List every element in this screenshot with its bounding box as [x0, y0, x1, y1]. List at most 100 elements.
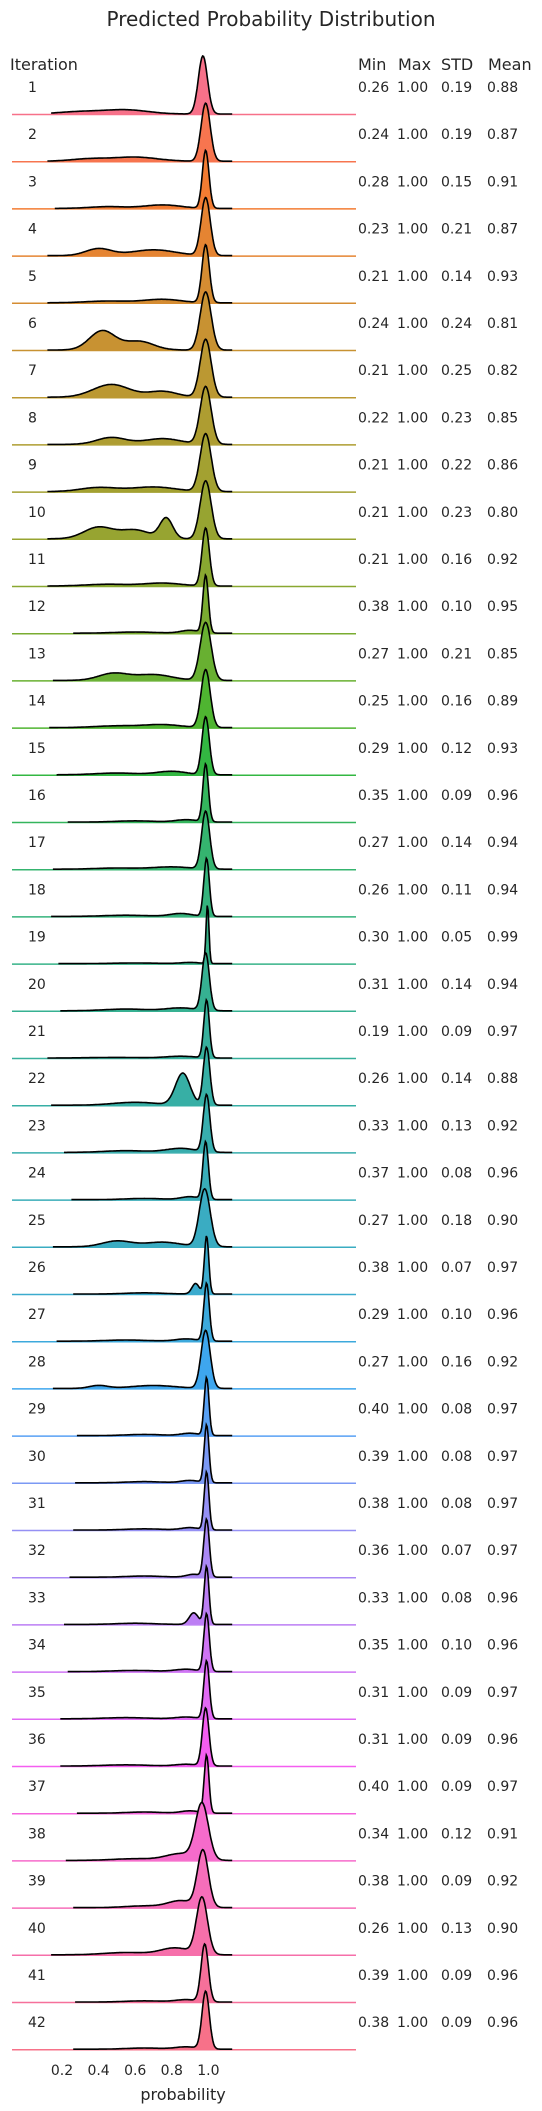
stat-std: 0.21 [441, 222, 472, 238]
stat-min: 0.24 [358, 316, 389, 332]
stat-max: 1.00 [397, 458, 428, 474]
stat-min: 0.31 [358, 977, 389, 993]
ridge-fill [51, 1047, 233, 1106]
iteration-label: 23 [28, 1118, 46, 1134]
ridge-outline [75, 1942, 233, 2003]
ridge-outline [64, 1563, 233, 1626]
stat-std: 0.19 [441, 80, 472, 96]
stat-mean: 0.93 [487, 741, 518, 757]
stat-std: 0.08 [441, 1590, 472, 1606]
min-header: Min [358, 55, 386, 74]
ridge-outline [52, 1187, 233, 1248]
ridge-19: 19 0.30 1.00 0.05 0.99 [12, 905, 518, 965]
stat-mean: 0.97 [487, 1543, 518, 1559]
stat-mean: 0.97 [487, 1685, 518, 1701]
stat-max: 1.00 [397, 2015, 428, 2031]
stat-mean: 0.99 [487, 930, 518, 946]
iteration-label: 39 [28, 1874, 46, 1890]
stat-mean: 0.97 [487, 1449, 518, 1465]
iteration-label: 25 [28, 1213, 46, 1229]
ridge-39: 39 0.38 1.00 0.09 0.92 [12, 1848, 518, 1909]
ridge-10: 10 0.21 1.00 0.23 0.80 [12, 479, 518, 541]
iteration-label: 34 [28, 1638, 46, 1654]
ridge-fill [73, 1849, 233, 1908]
ridge-37: 37 0.40 1.00 0.09 0.97 [12, 1752, 518, 1815]
ridge-outline [76, 1752, 233, 1814]
stat-std: 0.16 [441, 1354, 472, 1370]
ridge-outline [65, 1801, 233, 1862]
stat-mean: 0.96 [487, 1307, 518, 1323]
stat-mean: 0.92 [487, 1118, 518, 1134]
ridge-outline [51, 54, 233, 115]
ridge-11: 11 0.21 1.00 0.16 0.92 [12, 526, 518, 588]
stat-mean: 0.97 [487, 1260, 518, 1276]
stat-max: 1.00 [397, 1166, 428, 1182]
stat-min: 0.37 [358, 1166, 389, 1182]
stat-std: 0.14 [441, 269, 472, 285]
x-tick-label: 0.6 [124, 2063, 146, 2079]
stat-min: 0.19 [358, 1024, 389, 1040]
ridges-group: 1 0.26 1.00 0.19 0.88 2 0.24 1.00 0.19 0.87 3 0.28 1… [12, 54, 518, 2051]
stat-std: 0.08 [441, 1402, 472, 1418]
stat-max: 1.00 [397, 1779, 428, 1795]
ridge-17: 17 0.27 1.00 0.14 0.94 [12, 809, 518, 871]
iteration-label: 9 [28, 458, 37, 474]
ridge-outline [47, 432, 233, 493]
ridge-outline [47, 385, 233, 446]
stat-max: 1.00 [397, 505, 428, 521]
ridge-outline [73, 1469, 233, 1531]
stat-std: 0.09 [441, 788, 472, 804]
stat-std: 0.07 [441, 1260, 472, 1276]
ridge-2: 2 0.24 1.00 0.19 0.87 [12, 102, 518, 163]
stat-mean: 0.94 [487, 977, 518, 993]
ridge-outline [73, 1989, 233, 2050]
stat-max: 1.00 [397, 1402, 428, 1418]
stat-std: 0.14 [441, 835, 472, 851]
stat-std: 0.15 [441, 174, 472, 190]
ridge-25: 25 0.27 1.00 0.18 0.90 [12, 1187, 518, 1249]
ridge-13: 13 0.27 1.00 0.21 0.85 [12, 621, 518, 682]
stat-max: 1.00 [397, 174, 428, 190]
stat-min: 0.28 [358, 174, 389, 190]
ridge-fill [52, 622, 233, 681]
ridge-fill [51, 1896, 233, 1955]
ridge-fill [47, 433, 233, 492]
stat-mean: 0.91 [487, 174, 518, 190]
iteration-label: 16 [28, 788, 46, 804]
ridge-outline [60, 1658, 233, 1720]
iteration-label: 24 [28, 1166, 46, 1182]
ridge-outline [76, 1374, 233, 1437]
ridge-outline [52, 1329, 233, 1390]
iteration-label: 26 [28, 1260, 46, 1276]
stat-mean: 0.96 [487, 1968, 518, 1984]
stat-mean: 0.96 [487, 1166, 518, 1182]
stat-mean: 0.90 [487, 1921, 518, 1937]
iteration-label: 31 [28, 1496, 46, 1512]
ridge-9: 9 0.21 1.00 0.22 0.86 [12, 432, 518, 493]
iteration-header: Iteration [10, 55, 78, 74]
ridge-29: 29 0.40 1.00 0.08 0.97 [12, 1374, 518, 1437]
stat-max: 1.00 [397, 363, 428, 379]
stat-min: 0.22 [358, 410, 389, 426]
ridge-outline [47, 997, 233, 1059]
stat-std: 0.09 [441, 1024, 472, 1040]
ridge-15: 15 0.29 1.00 0.12 0.93 [12, 715, 518, 777]
stat-std: 0.09 [441, 1732, 472, 1748]
stat-min: 0.21 [358, 505, 389, 521]
ridge-fill [47, 103, 233, 162]
iteration-label: 20 [28, 977, 46, 993]
stat-mean: 0.90 [487, 1213, 518, 1229]
stat-min: 0.24 [358, 127, 389, 143]
stat-std: 0.08 [441, 1496, 472, 1512]
iteration-label: 27 [28, 1307, 46, 1323]
stat-max: 1.00 [397, 882, 428, 898]
stat-std: 0.23 [441, 410, 472, 426]
stat-max: 1.00 [397, 977, 428, 993]
ridge-27: 27 0.29 1.00 0.10 0.96 [12, 1280, 518, 1343]
ridge-36: 36 0.31 1.00 0.09 0.96 [12, 1706, 518, 1768]
ridge-32: 32 0.36 1.00 0.07 0.97 [12, 1516, 518, 1579]
stat-max: 1.00 [397, 269, 428, 285]
ridge-outline [47, 102, 233, 162]
stat-max: 1.00 [397, 1496, 428, 1512]
iteration-label: 3 [28, 174, 37, 190]
